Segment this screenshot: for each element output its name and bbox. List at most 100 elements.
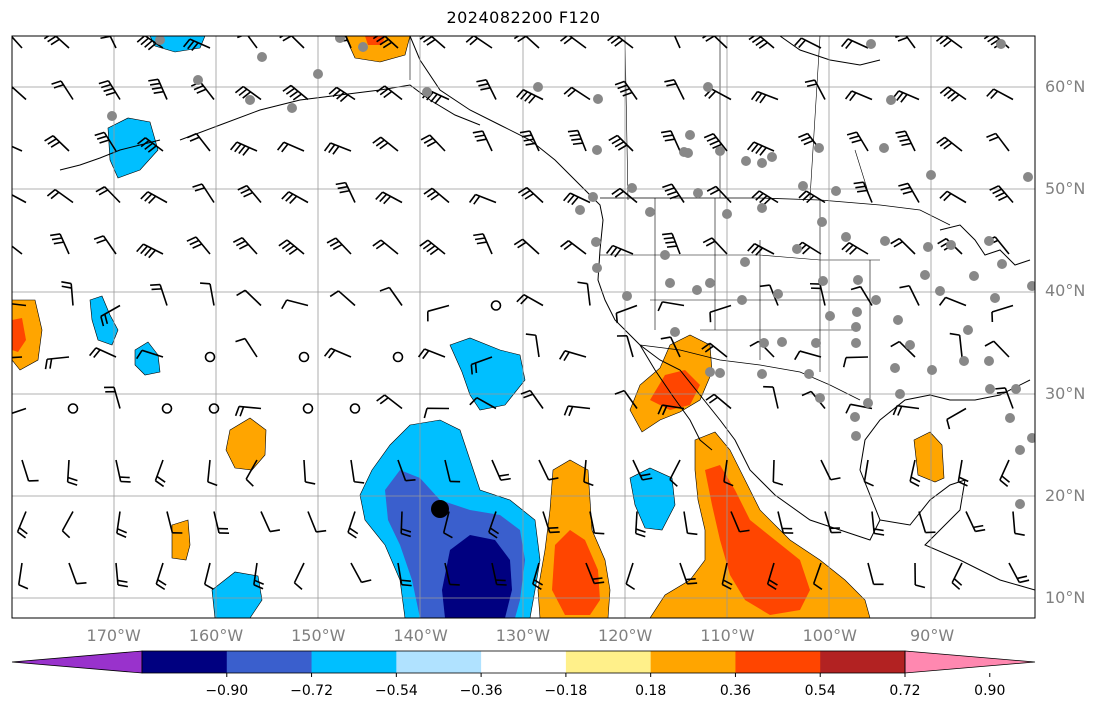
wind-barb bbox=[583, 459, 594, 487]
wind-barb bbox=[12, 36, 23, 49]
station-marker bbox=[422, 87, 432, 97]
wind-barb bbox=[135, 349, 164, 360]
station-marker bbox=[777, 337, 787, 347]
wind-barb bbox=[965, 511, 986, 533]
latitude-label: 20°N bbox=[1045, 485, 1086, 505]
wind-barb bbox=[701, 342, 728, 358]
wind-barb bbox=[326, 237, 352, 255]
station-marker bbox=[665, 278, 675, 288]
colorbar-frame bbox=[141, 650, 906, 674]
wind-barb bbox=[723, 459, 734, 487]
wind-barb bbox=[984, 340, 1010, 358]
wind-barb bbox=[939, 190, 967, 204]
wind-barb bbox=[662, 232, 681, 255]
wind-barb bbox=[372, 36, 399, 49]
wind-barb bbox=[470, 356, 493, 375]
wind-barb bbox=[293, 562, 305, 590]
map-frame bbox=[11, 35, 1036, 619]
station-marker bbox=[985, 384, 995, 394]
wind-barb bbox=[804, 79, 826, 100]
wind-barb bbox=[154, 459, 166, 488]
station-marker bbox=[853, 275, 863, 285]
station-marker bbox=[1027, 433, 1035, 443]
wind-barb bbox=[166, 511, 183, 534]
wind-barb bbox=[763, 385, 779, 409]
wind-barb bbox=[260, 511, 281, 533]
wind-barb bbox=[46, 188, 74, 204]
wind-barb bbox=[871, 511, 885, 536]
station-marker bbox=[984, 356, 994, 366]
wind-barb bbox=[140, 191, 168, 204]
wind-barb bbox=[820, 459, 841, 481]
colorbar-tick-label: −0.90 bbox=[205, 683, 249, 699]
canada-us-border bbox=[600, 197, 951, 226]
wind-barb bbox=[747, 243, 775, 256]
wind-barb bbox=[625, 562, 636, 591]
wind-barb bbox=[798, 190, 826, 204]
wind-barb bbox=[232, 236, 258, 255]
calm-wind-marker bbox=[490, 300, 502, 311]
station-marker bbox=[1015, 499, 1025, 509]
wind-barb bbox=[104, 386, 121, 409]
station-marker bbox=[811, 338, 821, 348]
storm-center-marker[interactable] bbox=[431, 500, 449, 518]
longitude-label: 170°W bbox=[86, 626, 141, 645]
wind-barb bbox=[329, 290, 356, 307]
station-marker bbox=[850, 412, 860, 422]
wind-barb bbox=[379, 286, 403, 306]
gridlines bbox=[12, 36, 1035, 618]
wind-barb bbox=[986, 132, 1010, 152]
wind-barb bbox=[750, 90, 779, 104]
station-marker bbox=[1011, 384, 1021, 394]
colorbar-segment bbox=[142, 651, 228, 673]
wind-barb bbox=[999, 459, 1011, 488]
station-marker bbox=[815, 393, 825, 403]
great-lakes bbox=[939, 224, 1031, 266]
wind-barb bbox=[842, 356, 869, 368]
station-marker bbox=[592, 145, 602, 155]
wind-barb bbox=[939, 86, 967, 102]
colorbar bbox=[11, 650, 1036, 677]
wind-barb bbox=[476, 79, 497, 100]
colorbar-tick-label: −0.72 bbox=[290, 683, 333, 699]
wind-barb bbox=[234, 405, 262, 417]
station-marker bbox=[893, 315, 903, 325]
wind-barb bbox=[525, 333, 540, 358]
wind-barb bbox=[794, 350, 822, 361]
wind-barb bbox=[850, 285, 873, 306]
station-marker bbox=[757, 203, 767, 213]
colorbar-segment bbox=[396, 651, 482, 673]
wind-barb bbox=[914, 562, 926, 589]
wind-barb bbox=[664, 79, 685, 100]
wind-barb bbox=[21, 459, 39, 482]
map-title: 2024082200 F120 bbox=[446, 8, 601, 27]
station-marker bbox=[879, 143, 889, 153]
wind-barb bbox=[192, 183, 215, 203]
negative-anomaly-area bbox=[442, 535, 512, 618]
colorbar-segment bbox=[311, 651, 397, 673]
wind-barb bbox=[375, 191, 403, 205]
calm-wind-marker bbox=[204, 351, 216, 363]
wind-barb bbox=[841, 242, 869, 255]
station-marker bbox=[863, 398, 873, 408]
wind-barb bbox=[951, 562, 963, 590]
station-marker bbox=[722, 209, 732, 219]
station-marker bbox=[1027, 281, 1035, 291]
wind-barb bbox=[844, 90, 873, 102]
station-marker bbox=[946, 240, 956, 250]
wind-barb bbox=[473, 233, 493, 255]
wind-barb bbox=[1012, 511, 1025, 536]
negative-anomaly-area bbox=[134, 341, 161, 376]
station-marker bbox=[935, 286, 945, 296]
colorbar-extend-high bbox=[904, 650, 1036, 674]
wind-barb bbox=[614, 80, 638, 100]
wind-barb bbox=[657, 301, 685, 312]
station-marker bbox=[683, 148, 693, 158]
station-marker bbox=[1005, 413, 1015, 423]
wind-barb bbox=[276, 141, 305, 153]
wind-barb bbox=[420, 134, 446, 152]
wind-barb bbox=[895, 130, 916, 152]
station-marker bbox=[593, 94, 603, 104]
calm-wind-marker bbox=[302, 403, 314, 414]
wind-barb bbox=[51, 80, 74, 100]
